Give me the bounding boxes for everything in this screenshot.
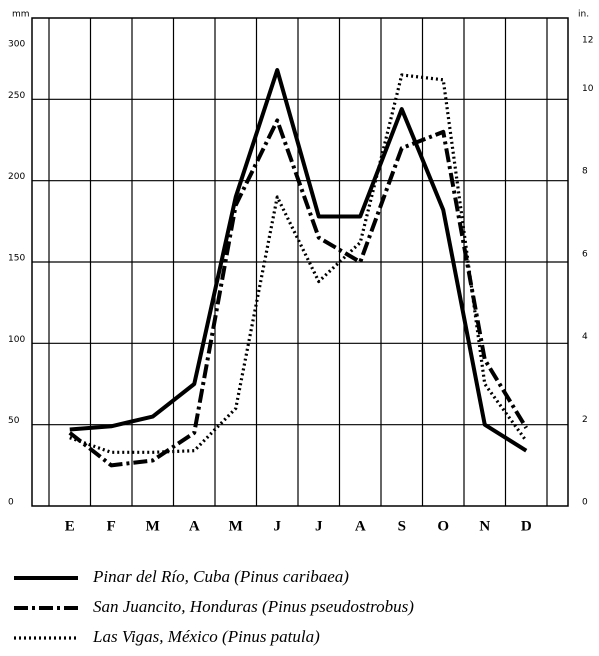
y-tick-label: 300 <box>8 40 25 50</box>
x-tick-label: D <box>521 518 532 534</box>
y2-axis-label: in. <box>578 10 589 20</box>
y2-tick-label: 6 <box>582 249 588 259</box>
y2-tick-label: 10 <box>582 84 594 94</box>
y-tick-label: 250 <box>8 91 25 101</box>
x-tick-label: J <box>274 518 282 534</box>
y2-tick-label: 2 <box>582 415 588 425</box>
x-tick-label: S <box>398 518 406 534</box>
y-tick-label: 150 <box>8 254 25 264</box>
legend-label: Pinar del Río, Cuba (Pinus caribaea) <box>92 567 349 586</box>
x-tick-label: A <box>189 518 200 534</box>
legend-label: Las Vigas, México (Pinus patula) <box>92 627 320 646</box>
y-tick-label: 0 <box>8 498 14 508</box>
legend-label: San Juancito, Honduras (Pinus pseudostro… <box>93 597 414 616</box>
x-tick-label: N <box>479 518 490 534</box>
y-tick-label: 50 <box>8 416 20 426</box>
y2-tick-label: 12 <box>582 36 593 46</box>
y2-tick-label: 8 <box>582 167 588 177</box>
y2-tick-label: 0 <box>582 498 588 508</box>
y-tick-label: 100 <box>8 335 25 345</box>
y-tick-label: 200 <box>8 172 25 182</box>
y-axis-label: mm <box>12 10 30 20</box>
series-line <box>68 118 528 468</box>
x-tick-label: F <box>107 518 116 534</box>
x-tick-label: O <box>437 518 449 534</box>
x-tick-label: A <box>355 518 366 534</box>
x-tick-label: E <box>65 518 75 534</box>
x-tick-label: M <box>146 518 160 534</box>
x-tick-label: M <box>229 518 243 534</box>
series-line <box>69 68 528 453</box>
x-tick-label: J <box>315 518 323 534</box>
y2-tick-label: 4 <box>582 332 588 342</box>
